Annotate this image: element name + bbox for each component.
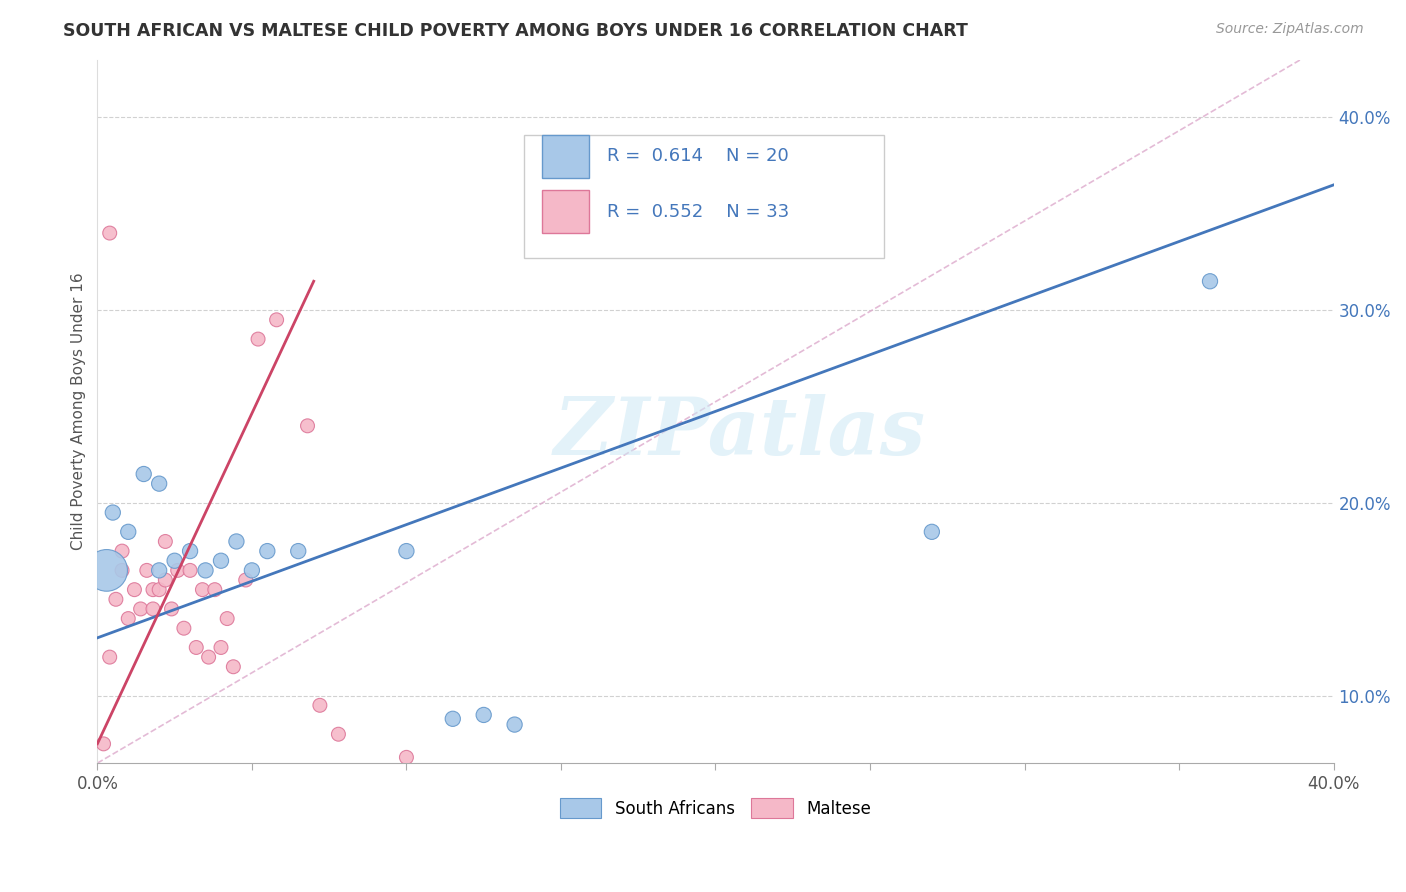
Point [173,621,195,635]
Point [217,611,239,625]
Legend: South Africans, Maltese: South Africans, Maltese [553,791,877,825]
Point [235,573,257,587]
Point [98,226,121,240]
Point [921,524,943,539]
Point [179,563,201,577]
Point [247,332,270,346]
Point [395,544,418,558]
Point [117,524,139,539]
Text: ZIPatlas: ZIPatlas [554,393,927,471]
Point [197,650,219,665]
Point [148,582,170,597]
Point [266,313,288,327]
Point [166,563,188,577]
Point [222,659,245,673]
Y-axis label: Child Poverty Among Boys Under 16: Child Poverty Among Boys Under 16 [72,273,86,550]
Point [124,582,146,597]
Point [309,698,332,713]
Point [209,640,232,655]
Point [155,534,177,549]
Point [441,712,464,726]
Point [240,563,263,577]
Point [503,717,526,731]
Point [225,534,247,549]
Point [135,563,157,577]
Point [148,563,170,577]
Point [96,563,118,577]
Point [204,582,226,597]
Point [111,563,134,577]
Point [98,650,121,665]
Point [142,602,165,616]
Point [132,467,155,481]
Point [101,506,124,520]
Point [129,602,152,616]
Point [155,573,177,587]
Point [328,727,350,741]
Point [297,418,319,433]
Point [111,544,134,558]
Point [93,737,115,751]
Point [179,544,201,558]
Text: R =  0.552    N = 33: R = 0.552 N = 33 [607,202,789,221]
Text: Source: ZipAtlas.com: Source: ZipAtlas.com [1216,22,1364,37]
Point [160,602,183,616]
Point [194,563,217,577]
Text: SOUTH AFRICAN VS MALTESE CHILD POVERTY AMONG BOYS UNDER 16 CORRELATION CHART: SOUTH AFRICAN VS MALTESE CHILD POVERTY A… [63,22,969,40]
Point [163,554,186,568]
Point [191,582,214,597]
Point [142,582,165,597]
Point [148,476,170,491]
Point [117,611,139,625]
Point [186,640,208,655]
Point [104,592,127,607]
Point [472,708,495,723]
Point [256,544,278,558]
Point [1199,274,1222,288]
Point [287,544,309,558]
Text: R =  0.614    N = 20: R = 0.614 N = 20 [607,147,789,165]
Point [209,554,232,568]
Point [395,750,418,764]
